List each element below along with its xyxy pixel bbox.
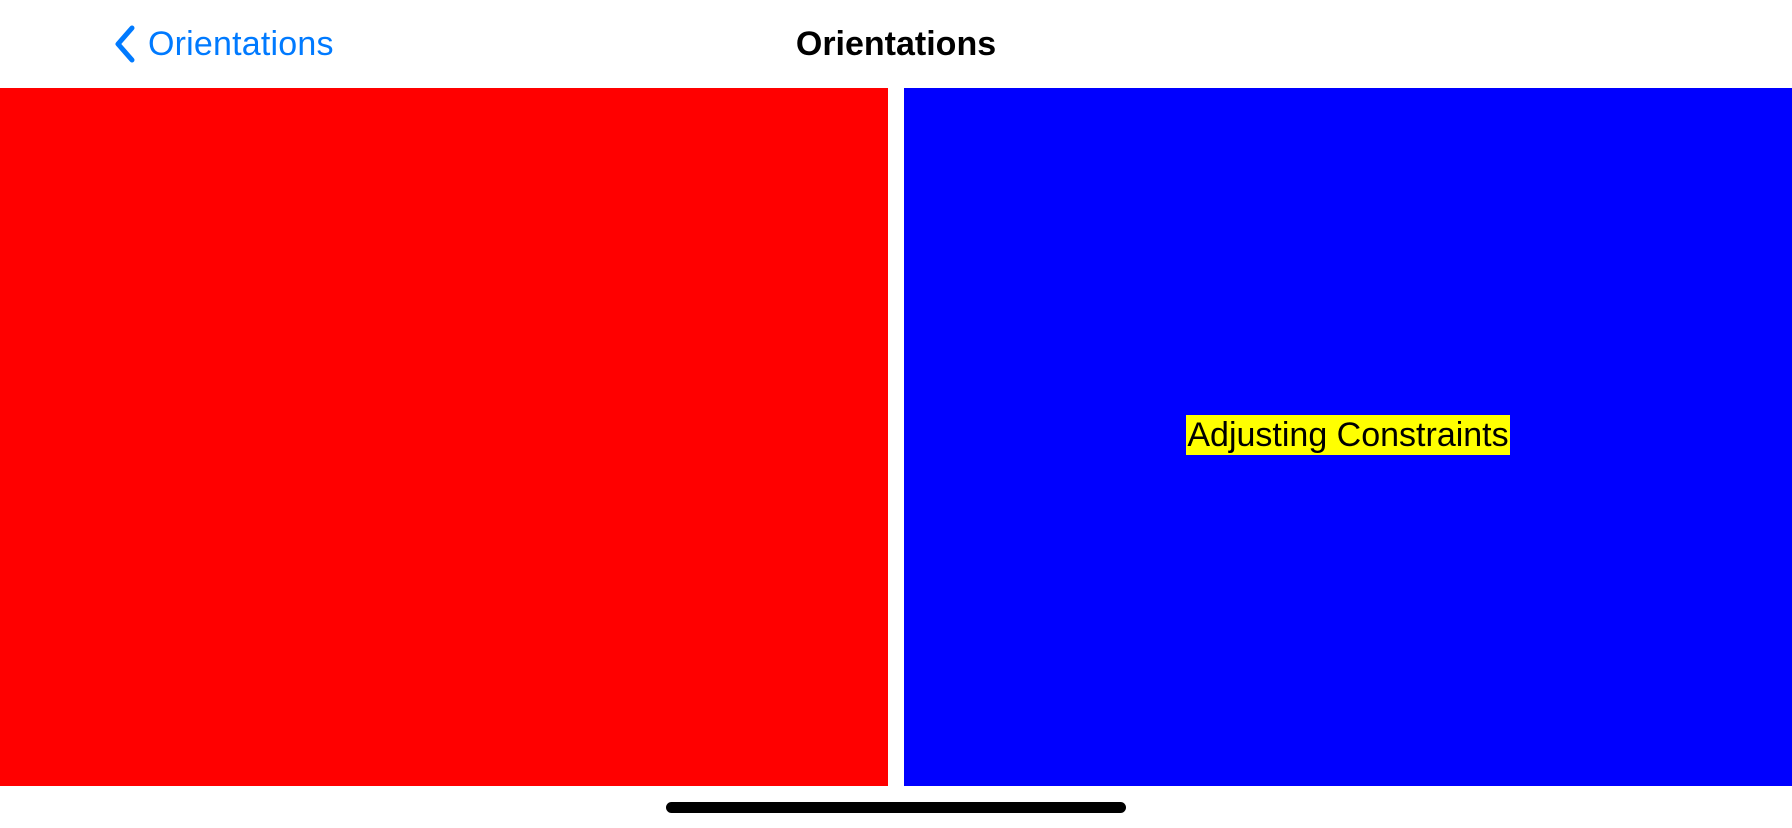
page-title: Orientations xyxy=(795,25,997,63)
adjusting-constraints-label: Adjusting Constraints xyxy=(1186,415,1510,455)
navigation-bar: Orientations Orientations xyxy=(0,0,1792,88)
red-panel xyxy=(0,88,888,786)
blue-panel: Adjusting Constraints xyxy=(904,88,1792,786)
home-indicator[interactable] xyxy=(666,802,1126,813)
back-button[interactable]: Orientations xyxy=(110,22,334,66)
label-container: Adjusting Constraints xyxy=(904,88,1792,786)
back-button-label: Orientations xyxy=(148,25,334,63)
chevron-left-icon xyxy=(115,25,135,63)
